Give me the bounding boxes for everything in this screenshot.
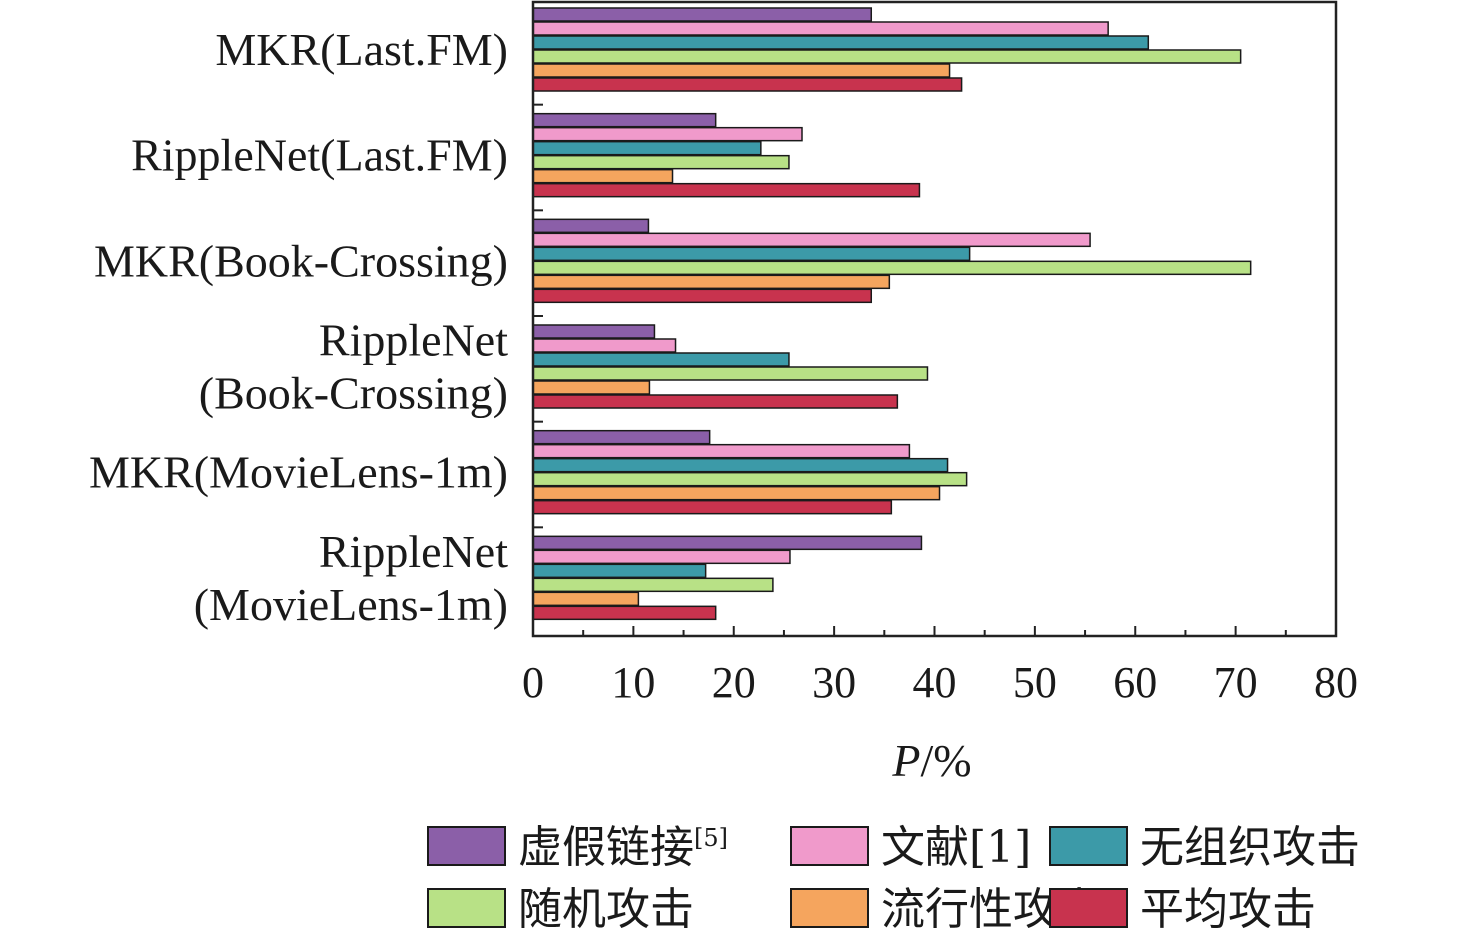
bars-group bbox=[532, 7, 1252, 621]
legend-swatch bbox=[427, 888, 506, 928]
x-tick-label: 20 bbox=[712, 658, 756, 707]
bar-5-4 bbox=[532, 380, 651, 395]
bar-1-2 bbox=[532, 112, 717, 128]
category-label: (MovieLens-1m) bbox=[194, 579, 508, 630]
x-axis-title-italic: P bbox=[891, 735, 920, 786]
bar-2-1 bbox=[532, 21, 1109, 36]
bar-2-3 bbox=[532, 232, 1091, 248]
bar-4-5 bbox=[532, 471, 968, 487]
bar-2-5 bbox=[532, 443, 911, 459]
bar-3-2 bbox=[532, 140, 762, 156]
legend-label: 随机攻击 bbox=[518, 884, 694, 935]
bar-4-6 bbox=[532, 577, 774, 593]
bar-3-6 bbox=[532, 563, 707, 579]
bar-2-4 bbox=[532, 338, 677, 353]
bar-1-1 bbox=[532, 7, 873, 22]
bar-1-4 bbox=[532, 324, 656, 339]
x-tick-label: 70 bbox=[1214, 658, 1258, 707]
legend-label: 文献[1] bbox=[881, 822, 1031, 873]
legend-label: 无组织攻击 bbox=[1140, 822, 1360, 873]
bar-3-5 bbox=[532, 457, 949, 473]
category-label: RippleNet bbox=[319, 315, 508, 366]
bar-2-2 bbox=[532, 126, 803, 142]
legend-label-text: 平均攻击 bbox=[1140, 884, 1316, 935]
x-tick-label: 30 bbox=[812, 658, 856, 707]
x-tick-label: 60 bbox=[1113, 658, 1157, 707]
bar-1-3 bbox=[532, 218, 650, 234]
plot-frame bbox=[531, 0, 1338, 638]
legend-label-text: 无组织攻击 bbox=[1140, 822, 1360, 873]
category-label: MKR(Book-Crossing) bbox=[94, 235, 508, 286]
category-label: MKR(MovieLens-1m) bbox=[89, 447, 508, 498]
bar-5-1 bbox=[532, 63, 951, 78]
bar-6-1 bbox=[532, 77, 963, 92]
bar-4-1 bbox=[532, 49, 1242, 64]
legend-label-text: 虚假链接 bbox=[518, 822, 694, 873]
x-tick-label: 50 bbox=[1013, 658, 1057, 707]
bar-3-3 bbox=[532, 246, 971, 262]
category-label: RippleNet(Last.FM) bbox=[131, 130, 508, 181]
legend-swatch bbox=[1049, 888, 1128, 928]
bar-6-4 bbox=[532, 394, 899, 409]
bar-3-4 bbox=[532, 352, 790, 367]
bar-3-1 bbox=[532, 35, 1150, 50]
legend-label-reference: [5] bbox=[694, 824, 728, 852]
category-label: RippleNet bbox=[319, 526, 508, 577]
x-tick-label: 0 bbox=[522, 658, 544, 707]
bar-1-6 bbox=[532, 535, 923, 551]
bar-5-2 bbox=[532, 168, 674, 184]
bar-5-6 bbox=[532, 591, 640, 607]
legend-label-text: 文献[1] bbox=[881, 822, 1031, 873]
bar-6-5 bbox=[532, 499, 893, 515]
legend-label-text: 随机攻击 bbox=[518, 884, 694, 935]
category-labels: MKR(Last.FM) RippleNet(Last.FM) MKR(Book-C… bbox=[89, 24, 508, 630]
x-axis-ticks: 0 10 20 30 40 50 60 70 80 bbox=[522, 626, 1358, 707]
bar-5-3 bbox=[532, 274, 891, 290]
bar-1-5 bbox=[532, 429, 711, 445]
bar-2-6 bbox=[532, 549, 791, 565]
category-label: MKR(Last.FM) bbox=[215, 24, 508, 75]
bar-4-2 bbox=[532, 154, 790, 170]
bar-4-3 bbox=[532, 260, 1252, 276]
bar-6-2 bbox=[532, 182, 921, 198]
x-tick-label: 80 bbox=[1314, 658, 1358, 707]
legend-swatch bbox=[790, 888, 869, 928]
legend-swatch bbox=[790, 826, 869, 866]
bar-6-6 bbox=[532, 605, 717, 621]
x-tick-label: 40 bbox=[913, 658, 957, 707]
bar-4-4 bbox=[532, 366, 929, 381]
category-label: (Book-Crossing) bbox=[199, 368, 508, 419]
x-axis-title-unit: /% bbox=[921, 735, 972, 786]
legend-swatch bbox=[1049, 826, 1128, 866]
x-tick-label: 10 bbox=[611, 658, 655, 707]
bar-6-3 bbox=[532, 288, 873, 304]
x-axis-title: P/% bbox=[891, 735, 971, 786]
bar-5-5 bbox=[532, 485, 941, 501]
legend-swatch bbox=[427, 826, 506, 866]
legend-label: 虚假链接[5] bbox=[518, 822, 728, 873]
legend-label: 平均攻击 bbox=[1140, 884, 1316, 935]
